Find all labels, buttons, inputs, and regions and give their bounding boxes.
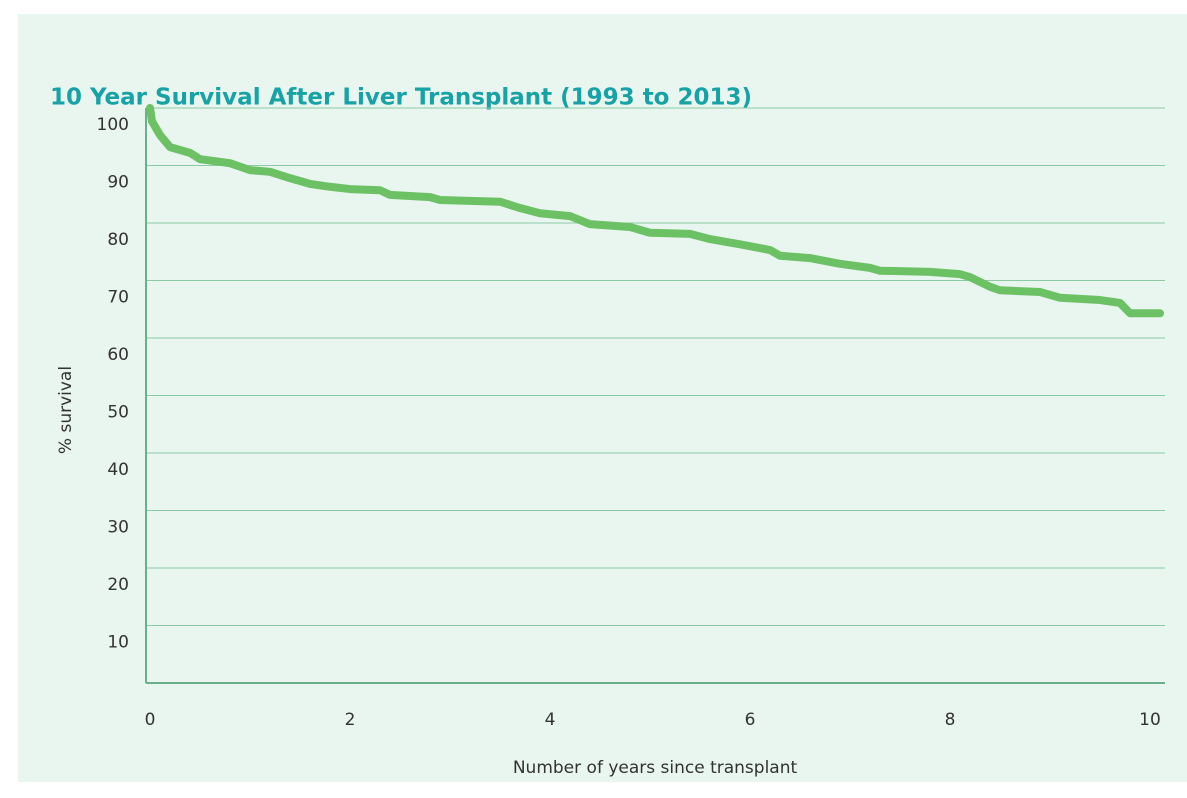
x-tick-label: 6 — [745, 710, 756, 730]
y-tick-label: 30 — [107, 518, 129, 538]
y-tick-label: 50 — [107, 403, 129, 423]
y-tick-label: 60 — [107, 345, 129, 365]
x-tick-label: 2 — [345, 710, 356, 730]
y-tick-label: 90 — [107, 173, 129, 193]
y-tick-label: 80 — [107, 230, 129, 250]
survival-line — [146, 104, 1164, 318]
chart-title: 10 Year Survival After Liver Transplant … — [50, 85, 752, 111]
x-tick-label: 0 — [145, 710, 156, 730]
y-tick-label: 10 — [107, 633, 129, 653]
y-tick-label: 100 — [97, 115, 129, 135]
y-axis-label: % survival — [56, 366, 76, 454]
x-tick-label: 4 — [545, 710, 556, 730]
x-tick-label: 8 — [945, 710, 956, 730]
x-axis-label: Number of years since transplant — [513, 758, 798, 778]
y-tick-label: 20 — [107, 575, 129, 595]
y-tick-label: 40 — [107, 460, 129, 480]
x-tick-label: 10 — [1139, 710, 1161, 730]
panel — [18, 14, 1187, 782]
y-tick-label: 70 — [107, 288, 129, 308]
